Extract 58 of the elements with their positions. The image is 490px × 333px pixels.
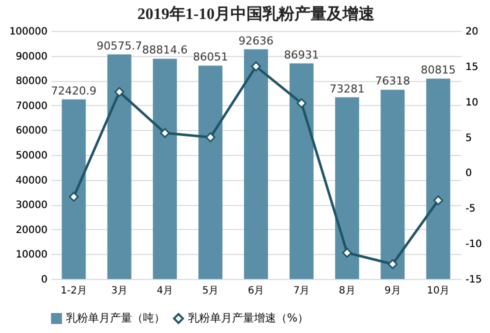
bar bbox=[290, 63, 314, 279]
x-tick-label: 7月 bbox=[293, 286, 310, 296]
y-tick-label: 90000 bbox=[16, 51, 48, 62]
legend-label: 乳粉单月产量增速（%） bbox=[188, 312, 308, 324]
y-tick-label: 0 bbox=[41, 274, 48, 286]
x-tick-label: 8月 bbox=[338, 286, 356, 296]
y2-tick-label: 20 bbox=[466, 26, 478, 38]
data-label: 90575.7 bbox=[96, 39, 142, 52]
y-tick-label: 60000 bbox=[16, 126, 48, 137]
x-tick-label: 4月 bbox=[156, 286, 174, 296]
y2-tick-label: -5 bbox=[466, 204, 476, 215]
data-label: 88814.6 bbox=[142, 44, 188, 57]
y2-tick-label: 15 bbox=[466, 62, 478, 73]
y-tick-label: 40000 bbox=[16, 175, 48, 186]
data-label: 92636 bbox=[238, 34, 274, 48]
point bbox=[296, 98, 306, 108]
bar bbox=[198, 66, 222, 279]
data-label: 86931 bbox=[284, 48, 320, 62]
bar bbox=[244, 49, 268, 279]
y-tick-label: 30000 bbox=[16, 200, 48, 212]
point bbox=[206, 132, 216, 142]
point bbox=[433, 195, 444, 206]
x-tick-label: 10月 bbox=[426, 286, 450, 296]
x-tick-label: 6月 bbox=[248, 286, 264, 296]
point bbox=[388, 259, 398, 270]
y-tick-label: 80000 bbox=[16, 76, 48, 88]
point bbox=[114, 87, 124, 97]
bar bbox=[62, 99, 86, 279]
bar bbox=[107, 54, 132, 279]
data-label: 76318 bbox=[375, 74, 410, 88]
data-label: 86051 bbox=[192, 50, 228, 64]
bar bbox=[426, 78, 450, 279]
y-tick-label: 100000 bbox=[9, 26, 48, 38]
legend-label: 乳粉单月产量（吨） bbox=[66, 312, 165, 324]
y2-tick-label: 10 bbox=[466, 97, 478, 108]
point bbox=[68, 192, 79, 202]
y2-tick-label: 5 bbox=[466, 132, 472, 144]
data-label: 73281 bbox=[330, 82, 365, 96]
point bbox=[160, 128, 170, 138]
bar bbox=[152, 58, 177, 279]
y2-tick-label: 0 bbox=[466, 168, 472, 180]
bar bbox=[380, 90, 405, 279]
x-tick-label: 3月 bbox=[111, 286, 128, 296]
y-tick-label: 70000 bbox=[16, 100, 48, 112]
x-tick-label: 9月 bbox=[384, 286, 401, 296]
chart-title: 2019年1-10月中国乳粉产量及增速 bbox=[137, 5, 376, 23]
point bbox=[251, 61, 261, 72]
y-tick-label: 10000 bbox=[16, 250, 48, 261]
data-label: 80815 bbox=[420, 64, 456, 77]
data-label: 72420.9 bbox=[51, 84, 97, 98]
bar bbox=[335, 97, 360, 279]
point bbox=[342, 248, 352, 258]
y-tick-label: 20000 bbox=[16, 224, 48, 236]
x-tick-label: 5月 bbox=[202, 286, 219, 296]
y-tick-label: 50000 bbox=[16, 150, 48, 162]
y2-tick-label: -10 bbox=[466, 239, 482, 250]
y2-tick-label: -15 bbox=[466, 274, 482, 286]
x-tick-label: 1-2月 bbox=[60, 286, 87, 296]
